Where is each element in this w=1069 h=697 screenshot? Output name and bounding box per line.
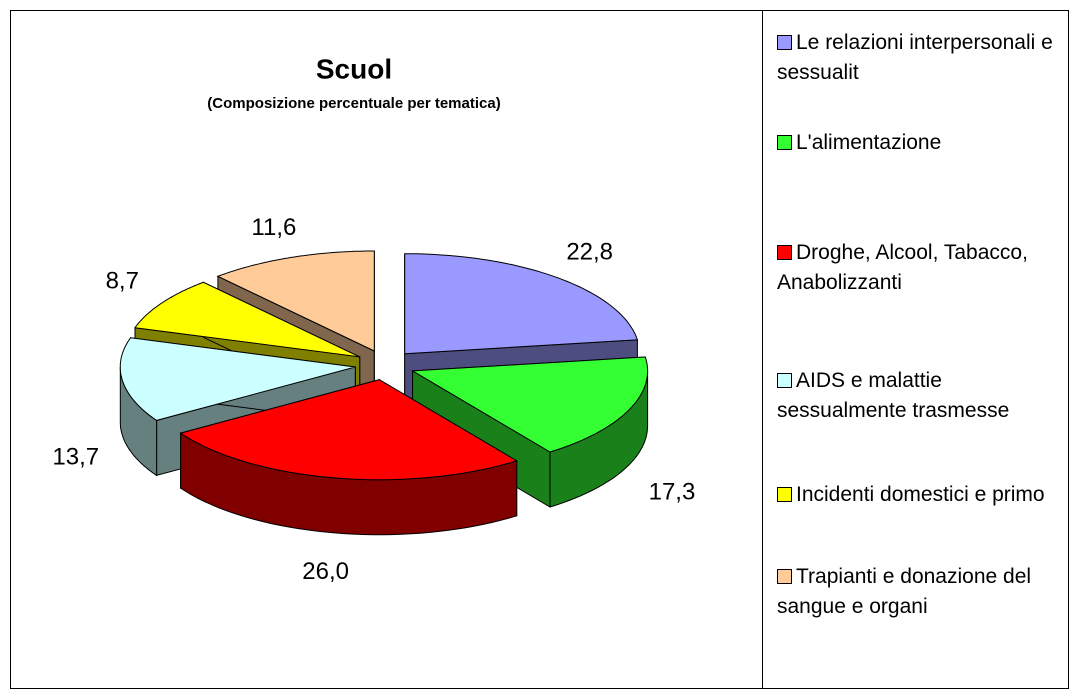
legend-swatch — [777, 35, 792, 50]
legend-swatch — [777, 569, 792, 584]
legend-label: L'alimentazione — [796, 131, 942, 154]
data-label: 13,7 — [52, 443, 99, 470]
chart-subtitle: (Composizione percentuale per tematica) — [207, 95, 500, 112]
legend-swatch — [777, 135, 792, 150]
legend-swatch — [777, 487, 792, 502]
legend-entry: Trapianti e donazione del sangue e organ… — [777, 562, 1062, 622]
data-label: 11,6 — [251, 214, 296, 241]
legend-swatch — [777, 245, 792, 260]
pie-slice — [119, 337, 356, 421]
data-label: 17,3 — [649, 478, 696, 505]
legend-label: Droghe, Alcool, Tabacco, Anabolizzanti — [777, 241, 1028, 294]
pie-slice — [179, 379, 518, 481]
legend-label: AIDS e malattie sessualmente trasmesse — [777, 369, 1010, 422]
legend-label: Trapianti e donazione del sangue e organ… — [777, 565, 1032, 618]
data-label: 26,0 — [302, 558, 349, 585]
data-label: 22,8 — [566, 238, 613, 265]
legend-label: Incidenti domestici e primo — [796, 483, 1045, 506]
legend-swatch — [777, 373, 792, 388]
legend-entry: Le relazioni interpersonali e sessualit — [777, 28, 1062, 88]
pie-slice — [134, 281, 360, 358]
legend-label: Le relazioni interpersonali e sessualit — [777, 31, 1053, 84]
pie-slice — [410, 356, 649, 453]
legend-entry: L'alimentazione — [777, 128, 1062, 158]
legend-entry: Droghe, Alcool, Tabacco, Anabolizzanti — [777, 238, 1062, 298]
legend-entry: Incidenti domestici e primo — [777, 480, 1062, 510]
pie-slice — [216, 250, 375, 352]
pie-slice — [404, 253, 639, 355]
data-label: 8,7 — [106, 268, 139, 295]
chart-title: Scuol — [316, 53, 392, 84]
legend-entry: AIDS e malattie sessualmente trasmesse — [777, 366, 1062, 426]
